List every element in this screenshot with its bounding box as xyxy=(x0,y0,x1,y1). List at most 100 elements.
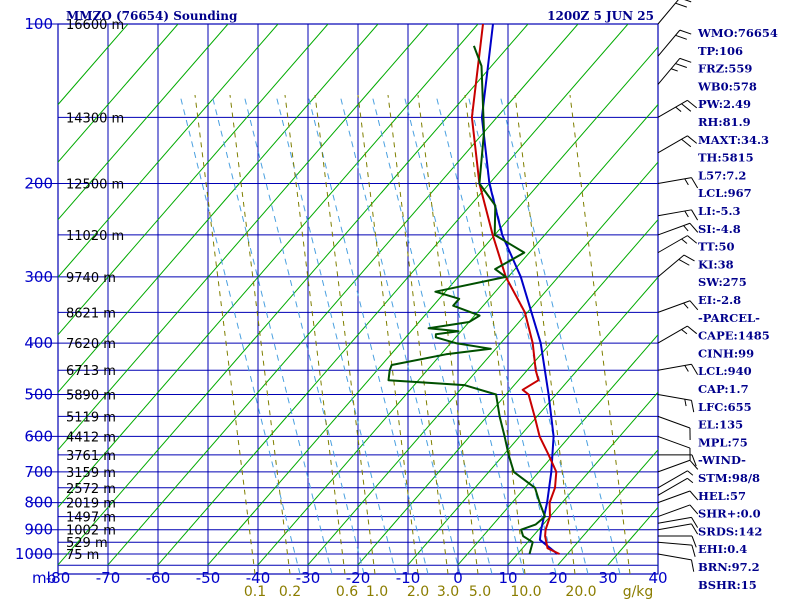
wind-barb-flag xyxy=(689,300,699,311)
wind-barb xyxy=(657,415,691,441)
wind-barb-shaft xyxy=(657,222,691,236)
pressure-tick-label: 200 xyxy=(24,175,53,193)
wind-barb xyxy=(657,222,699,236)
height-label: 7620 m xyxy=(66,337,116,352)
wind-barb xyxy=(657,363,699,375)
mixing-ratio-line xyxy=(229,94,291,574)
wind-barb xyxy=(657,490,699,504)
sounding-index: MAXT:34.3 xyxy=(698,133,769,147)
wind-barb-flag xyxy=(687,99,698,109)
sounding-index: TT:50 xyxy=(698,240,735,254)
moist-adiabat-line xyxy=(371,94,493,574)
isotherm-line xyxy=(507,391,658,566)
height-label: 9740 m xyxy=(66,271,116,286)
wind-barb xyxy=(658,535,697,548)
wind-barb xyxy=(658,454,697,467)
profile-lines xyxy=(387,24,560,555)
isotherm-line xyxy=(58,24,529,566)
sounding-index: LCL:967 xyxy=(698,186,752,200)
chart-time: 1200Z 5 JUN 25 xyxy=(547,9,654,23)
sounding-index: TH:5815 xyxy=(698,151,754,165)
wind-barb-shaft xyxy=(657,135,688,154)
wind-barb-flag xyxy=(670,68,678,72)
isotherm-line xyxy=(557,449,658,566)
mixing-ratio-line xyxy=(514,94,576,574)
mixing-ratio-line xyxy=(417,94,479,574)
wind-barb-flag xyxy=(687,477,694,484)
mixing-ratio-line xyxy=(464,94,526,574)
wind-barb-flag xyxy=(681,103,692,112)
temperature-tick-label: 20 xyxy=(548,569,567,587)
temperature-tick-label: -40 xyxy=(246,569,271,587)
wind-barb-flag xyxy=(691,535,697,548)
mixing-ratio-label: 0.1 xyxy=(244,584,266,600)
pressure-tick-label: 100 xyxy=(24,15,53,33)
wind-barb-shaft xyxy=(657,393,692,401)
sounding-index: L57:7.2 xyxy=(698,168,746,182)
wind-barb-flag xyxy=(684,210,689,218)
wind-barb-flag xyxy=(687,235,698,244)
wind-barb xyxy=(657,254,695,278)
wind-barb xyxy=(657,135,698,154)
wind-barb xyxy=(657,477,694,496)
pressure-tick-label: 300 xyxy=(24,268,53,286)
pressure-tick-label: 500 xyxy=(24,385,53,403)
wind-barb xyxy=(657,541,696,557)
pressure-tick-label: 400 xyxy=(24,334,53,352)
sounding-index: CAPE:1485 xyxy=(698,329,770,343)
wind-barb xyxy=(657,99,698,118)
wind-barb xyxy=(657,435,691,461)
wind-barb-flag xyxy=(679,29,692,35)
sounding-index: CAP:1.7 xyxy=(698,382,749,396)
wind-barb-shaft xyxy=(657,325,688,344)
wind-barb xyxy=(657,235,698,254)
wind-barb-flag xyxy=(687,135,698,144)
height-label: 16600 m xyxy=(66,18,124,33)
isotherm-line xyxy=(157,24,629,566)
wind-barb-shaft xyxy=(657,516,692,524)
isotherm-line xyxy=(407,276,658,566)
wind-barb xyxy=(657,0,692,25)
wind-barb-flag xyxy=(675,106,682,112)
pressure-tick-label: 700 xyxy=(24,463,53,481)
wind-barb-flag xyxy=(691,545,696,557)
moist-adiabat-line xyxy=(243,94,365,574)
isotherm-line xyxy=(58,24,379,394)
mixing-ratio-label: 3.0 xyxy=(437,584,459,600)
pressure-tick-label: 600 xyxy=(24,427,53,445)
isotherm-line xyxy=(58,24,329,336)
wind-barb xyxy=(657,29,692,57)
wind-barb xyxy=(657,300,699,313)
wind-barb xyxy=(657,177,699,189)
sounding-index: SI:-4.8 xyxy=(698,222,741,236)
parcel-line xyxy=(480,24,559,555)
wind-barb-shaft xyxy=(657,235,688,254)
height-label: 8621 m xyxy=(66,306,116,321)
height-label: 4412 m xyxy=(66,430,116,445)
wind-barb-flag xyxy=(691,177,699,189)
wind-barb xyxy=(657,325,698,344)
sounding-index: RH:81.9 xyxy=(698,115,751,129)
wind-barb-shaft xyxy=(657,99,688,118)
wind-barb-flag xyxy=(684,178,689,186)
mixing-ratio-label: 5.0 xyxy=(469,584,491,600)
wind-barb-flag xyxy=(691,454,697,467)
sounding-index: TP:106 xyxy=(698,44,743,58)
isotherm-line xyxy=(58,24,479,509)
moist-adiabat-line xyxy=(211,94,333,574)
temperature-tick-label: -10 xyxy=(396,569,421,587)
isobar-grid xyxy=(30,23,659,575)
height-label: 5890 m xyxy=(66,388,116,403)
isotherm-line xyxy=(457,333,658,566)
sounding-index: STM:98/8 xyxy=(698,471,760,485)
sounding-index: SRDS:142 xyxy=(698,524,762,538)
wind-barb-flag xyxy=(690,559,695,572)
height-label: 1002 m xyxy=(66,524,116,539)
mixing-ratio-label: 0.6 xyxy=(336,584,358,600)
background-lines xyxy=(58,24,658,574)
wind-barb-shaft xyxy=(657,415,691,429)
temperature-tick-label: 0 xyxy=(453,569,463,587)
temperature-tick-label: 30 xyxy=(598,569,617,587)
height-label: 5119 m xyxy=(66,410,116,425)
isotherm-line xyxy=(107,24,579,566)
